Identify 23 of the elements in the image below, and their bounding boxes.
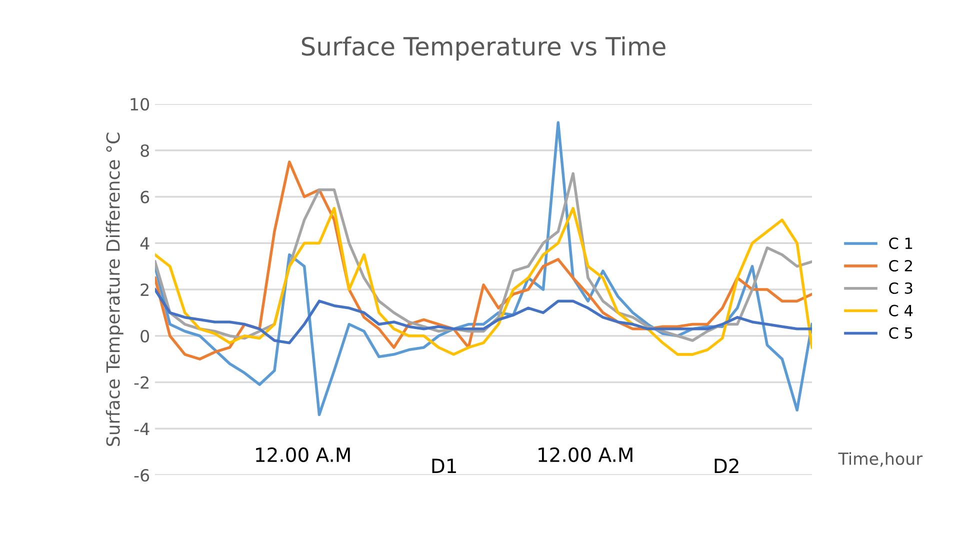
legend-label: C 1 — [889, 238, 912, 250]
x-axis-title: Time,hour — [838, 452, 923, 467]
line-series — [155, 206, 812, 356]
y-tick-label: -6 — [134, 468, 150, 482]
annotation: 12.00 A.M — [256, 447, 350, 462]
annotation: 12.00 A.M — [538, 447, 632, 462]
y-tick-label: 0 — [140, 330, 150, 342]
legend-label: C 2 — [889, 260, 912, 272]
legend-label: C 4 — [889, 304, 913, 316]
legend-label: C 3 — [889, 282, 912, 294]
annotation: D1 — [432, 458, 456, 473]
y-tick-label: -2 — [134, 376, 148, 389]
y-tick-label: 8 — [140, 144, 149, 157]
y-tick-label: 4 — [140, 237, 150, 250]
annotation: D2 — [714, 458, 738, 473]
y-tick-label: 10 — [130, 98, 150, 111]
line-series — [155, 288, 812, 344]
chart-title: Surface Temperature vs Time — [302, 36, 666, 61]
y-axis-title: Surface Temperature Difference °C — [106, 132, 124, 446]
y-tick-label: 6 — [140, 190, 150, 204]
y-tick-label: -4 — [134, 422, 150, 435]
y-tick-label: 2 — [140, 283, 148, 296]
legend-label: C 5 — [889, 327, 912, 339]
